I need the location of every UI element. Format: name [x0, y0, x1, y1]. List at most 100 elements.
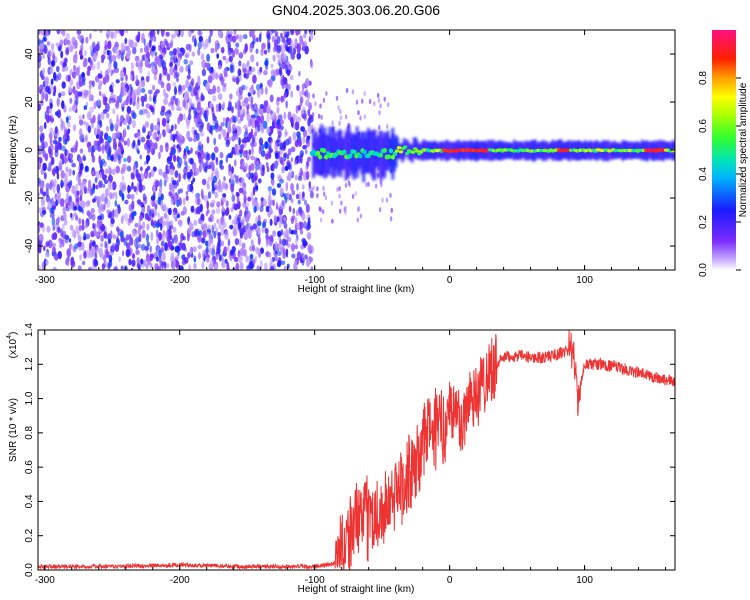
- spectrogram-cell: [110, 218, 115, 225]
- spectrogram-cell: [249, 88, 254, 95]
- spectrogram-cell: [275, 202, 279, 210]
- spectrogram-cell: [241, 242, 246, 249]
- ridge-cell: [321, 148, 327, 154]
- spectrogram-cell: [225, 155, 229, 163]
- spectrogram-cell: [257, 90, 261, 98]
- spectrogram-cell: [258, 137, 264, 146]
- spectrogram-cell: [60, 145, 66, 152]
- spectrogram-cell: [246, 60, 250, 67]
- spectrogram-cell: [51, 217, 56, 227]
- spectrogram-cell: [141, 79, 146, 88]
- spectrogram-cell: [91, 247, 95, 252]
- spectrogram-cell: [47, 200, 52, 209]
- spectrogram-cell: [297, 139, 302, 147]
- spectrogram-cell: [299, 97, 303, 104]
- spectrogram-cell: [197, 230, 201, 236]
- spectrogram-cell: [154, 180, 160, 188]
- spectrogram-cell: [305, 138, 309, 144]
- spectrogram-cell: [307, 125, 313, 135]
- spectrogram-cell: [222, 197, 227, 203]
- spectrogram-cell: [234, 159, 237, 167]
- spectrogram-cell: [165, 123, 170, 133]
- spectrogram-cell: [87, 145, 92, 153]
- spectrogram-cell: [264, 57, 269, 67]
- spectrogram-cell: [267, 137, 272, 143]
- spectrogram-cell: [94, 252, 98, 260]
- spectrogram-cell: [104, 188, 110, 198]
- spectrogram-cell: [108, 259, 113, 268]
- spectrogram-cell: [91, 188, 96, 194]
- spectrogram-cell: [88, 89, 92, 98]
- ridge-cell: [415, 149, 420, 153]
- spectrogram-cell: [182, 235, 186, 241]
- spectrogram-cell: [38, 264, 41, 270]
- spectrogram-cell: [89, 106, 95, 113]
- spectrogram-cell: [242, 68, 247, 73]
- spectrogram-cell: [183, 59, 188, 65]
- spectrogram-cell: [69, 243, 73, 249]
- spectrogram-cell: [160, 200, 163, 210]
- spectrogram-cell: [289, 45, 293, 51]
- spectrogram-cell: [172, 185, 175, 195]
- spectrogram-cell: [106, 50, 111, 56]
- spectrogram-cell: [292, 123, 296, 130]
- spectrogram-cell: [121, 102, 125, 108]
- spectrogram-cell: [92, 198, 96, 203]
- spectrogram-cell: [256, 115, 261, 123]
- spectrogram-cell: [97, 113, 101, 122]
- spectrogram-cell: [228, 101, 232, 111]
- spectrogram-cell: [193, 219, 198, 226]
- spectrogram-cell: [229, 47, 234, 53]
- spectrogram-cell: [109, 192, 113, 200]
- spectrogram-cell: [130, 193, 135, 200]
- spectrogram-cell: [295, 237, 298, 246]
- spectrogram-cell: [220, 46, 225, 54]
- spectrogram-cell: [238, 52, 244, 59]
- spectrogram-cell: [141, 221, 146, 230]
- spectrogram-cell: [215, 44, 219, 51]
- spectrogram-cell: [221, 261, 226, 269]
- spectrogram-cell: [225, 139, 230, 148]
- ridge-halo-cell: [381, 137, 385, 176]
- spectrogram-cell: [60, 170, 65, 179]
- spectrogram-cell: [38, 103, 42, 111]
- spectrogram-cell: [302, 83, 305, 90]
- spectrogram-cell: [290, 90, 294, 98]
- spectrogram-cell: [121, 250, 125, 257]
- spectrogram-cell: [149, 245, 152, 253]
- spectrogram-cell: [274, 241, 278, 252]
- spectrogram-cell: [254, 131, 257, 137]
- spectrogram-cell: [193, 117, 198, 124]
- spectrogram-cell: [105, 125, 109, 132]
- spectrogram-cell: [113, 266, 118, 270]
- spectrogram-cell: [379, 207, 382, 213]
- spectrogram-cell: [92, 170, 96, 177]
- spectrogram-cell: [296, 84, 300, 92]
- spectrogram-cell: [377, 97, 381, 103]
- spectrogram-cell: [220, 122, 225, 127]
- spectrogram-cell: [192, 246, 197, 253]
- ridge-halo-cell: [367, 127, 370, 173]
- spectrogram-cell: [38, 177, 41, 184]
- spectrogram-y-ticks: 40 20 0 -20 -40: [24, 48, 675, 253]
- spectrogram-cell: [65, 235, 70, 240]
- spectrogram-cell: [49, 207, 54, 214]
- spectrogram-cell: [197, 79, 201, 87]
- spectrogram-cell: [204, 248, 209, 255]
- spectrogram-cell: [138, 109, 144, 116]
- spectrogram-cell: [141, 54, 145, 62]
- spectrogram-cell: [71, 104, 77, 112]
- spectrogram-cell: [74, 205, 77, 211]
- spectrogram-cell: [170, 65, 174, 74]
- spectrogram-cell: [202, 162, 208, 172]
- spectrogram-cell: [285, 228, 289, 238]
- spectrogram-cell: [229, 255, 233, 262]
- spectrogram-cell: [168, 228, 172, 236]
- spectrogram-cell: [271, 179, 275, 187]
- spectrogram-cell: [269, 262, 274, 268]
- spectrogram-cell: [222, 55, 227, 61]
- spectrogram-cell: [206, 257, 210, 263]
- spectrogram-cell: [274, 142, 279, 152]
- spectrogram-cell: [232, 77, 237, 82]
- spectrogram-cell: [222, 117, 226, 123]
